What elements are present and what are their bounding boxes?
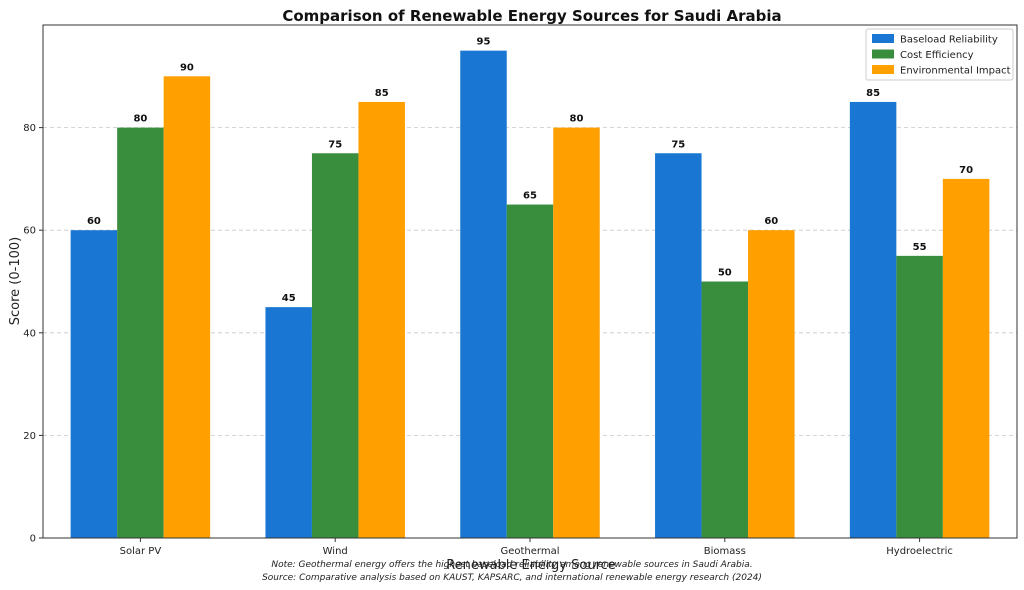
- bar: [311, 153, 359, 538]
- legend-swatch: [872, 65, 894, 74]
- bar: [265, 307, 312, 538]
- bar: [701, 281, 749, 538]
- y-tick-label: 20: [23, 431, 36, 442]
- x-axis-label: Renewable Energy Source: [446, 558, 616, 573]
- chart-title: Comparison of Renewable Energy Sources f…: [282, 7, 781, 25]
- bar: [70, 230, 118, 538]
- bar: [849, 101, 897, 538]
- bar-value-label: 85: [375, 88, 389, 99]
- bar: [942, 178, 990, 538]
- bar: [553, 127, 600, 538]
- bar-value-label: 50: [718, 268, 732, 279]
- x-tick-label: Hydroelectric: [886, 546, 953, 557]
- legend-label: Cost Efficiency: [900, 50, 974, 61]
- bar-value-label: 80: [133, 114, 147, 125]
- bar-value-label: 60: [764, 216, 778, 227]
- bar: [358, 101, 405, 538]
- y-tick-label: 40: [23, 328, 36, 339]
- bar-value-label: 55: [913, 242, 927, 253]
- bar: [896, 255, 943, 538]
- bar-value-label: 80: [570, 114, 584, 125]
- bar: [163, 76, 211, 539]
- bar: [117, 127, 164, 538]
- x-axis-ticks: Solar PV Wind Geothermal Biomass Hydroelectr…: [120, 538, 953, 557]
- bar: [655, 153, 702, 538]
- y-tick-label: 0: [30, 534, 36, 545]
- legend-label: Environmental Impact: [900, 66, 1011, 77]
- bar-value-label: 75: [671, 139, 685, 150]
- bar: [748, 230, 795, 538]
- legend-swatch: [872, 49, 894, 59]
- bar-value-label: 45: [282, 293, 296, 304]
- y-tick-label: 80: [23, 123, 36, 134]
- x-tick-label: Solar PV: [120, 546, 162, 557]
- legend: Baseload Reliability Cost Efficiency Envir…: [865, 28, 1014, 81]
- y-tick-label: 60: [23, 226, 36, 237]
- bar-labels: 60 80 90 45 75 85 95 65 80 75 50 60 85 55 70: [87, 37, 973, 304]
- bar-value-label: 65: [523, 191, 537, 202]
- bar: [460, 50, 507, 539]
- bar-value-label: 90: [180, 62, 194, 73]
- y-axis-label: Score (0-100): [8, 237, 23, 325]
- bars: [70, 50, 990, 539]
- bar: [506, 204, 554, 539]
- x-tick-label: Wind: [323, 546, 348, 557]
- legend-label: Baseload Reliability: [900, 35, 998, 46]
- bar-value-label: 60: [87, 216, 101, 227]
- legend-box: [865, 28, 1014, 81]
- x-tick-label: Biomass: [704, 546, 746, 557]
- bar-value-label: 85: [866, 88, 880, 99]
- x-tick-label: Geothermal: [500, 546, 559, 557]
- bar-value-label: 95: [477, 37, 491, 48]
- source-text: Source: Comparative analysis based on KA…: [262, 573, 762, 583]
- y-axis-ticks: 0 20 40 60 80: [23, 123, 43, 545]
- legend-swatch: [872, 34, 894, 43]
- bar-value-label: 75: [328, 139, 342, 150]
- note-text: Note: Geothermal energy offers the highe…: [271, 560, 752, 570]
- bar-value-label: 70: [959, 165, 973, 176]
